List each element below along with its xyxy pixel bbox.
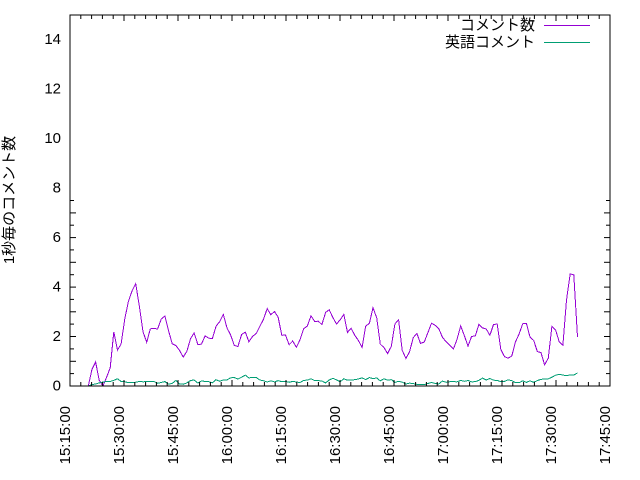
svg-text:15:30:00: 15:30:00: [111, 406, 128, 464]
svg-text:17:00:00: 17:00:00: [435, 406, 452, 464]
svg-text:16:15:00: 16:15:00: [273, 406, 290, 464]
svg-text:0: 0: [53, 378, 61, 395]
svg-text:2: 2: [53, 328, 61, 345]
svg-text:15:45:00: 15:45:00: [165, 406, 182, 464]
svg-text:コメント数: コメント数: [460, 17, 535, 34]
svg-text:14: 14: [44, 31, 61, 48]
svg-text:1秒毎のコメント数: 1秒毎のコメント数: [1, 136, 18, 264]
svg-text:16:45:00: 16:45:00: [381, 406, 398, 464]
svg-text:15:15:00: 15:15:00: [57, 406, 74, 464]
svg-text:12: 12: [44, 81, 61, 98]
svg-text:17:30:00: 17:30:00: [543, 406, 560, 464]
svg-text:17:45:00: 17:45:00: [597, 406, 614, 464]
svg-text:4: 4: [53, 279, 61, 296]
svg-text:8: 8: [53, 180, 61, 197]
svg-text:6: 6: [53, 229, 61, 246]
svg-text:17:15:00: 17:15:00: [489, 406, 506, 464]
svg-text:10: 10: [44, 130, 61, 147]
svg-text:16:30:00: 16:30:00: [327, 406, 344, 464]
svg-text:英語コメント: 英語コメント: [445, 33, 535, 51]
svg-text:16:00:00: 16:00:00: [219, 406, 236, 464]
